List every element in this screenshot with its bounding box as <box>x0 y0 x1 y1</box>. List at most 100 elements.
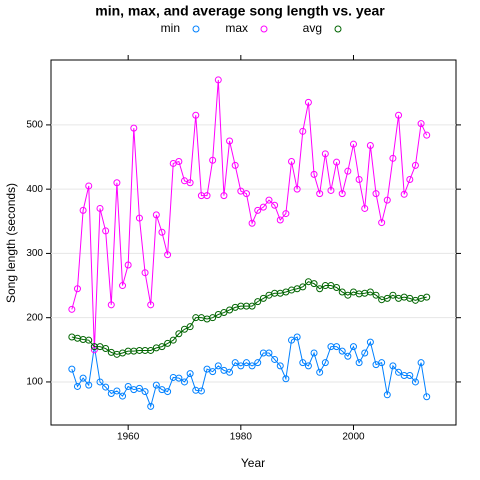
x-tick-label: 1960 <box>117 432 140 443</box>
point <box>423 293 431 301</box>
point <box>102 345 110 353</box>
point <box>220 192 228 200</box>
point <box>197 387 205 395</box>
legend-marker <box>192 25 200 33</box>
point <box>276 362 284 370</box>
point <box>96 378 104 386</box>
point <box>304 362 312 370</box>
point <box>147 402 155 410</box>
point <box>79 374 87 382</box>
point <box>355 359 363 367</box>
y-tick-label: 200 <box>26 312 43 323</box>
plot-frame <box>50 59 457 426</box>
point <box>226 368 234 376</box>
point <box>333 283 341 291</box>
legend-marker <box>334 25 342 33</box>
point <box>395 368 403 376</box>
point <box>366 288 374 296</box>
y-tick-label: 500 <box>26 120 43 131</box>
x-axis-label: Year <box>241 456 265 470</box>
point <box>152 381 160 389</box>
legend-label: min <box>161 21 180 35</box>
point <box>226 137 234 145</box>
point <box>338 347 346 355</box>
point <box>147 346 155 354</box>
point <box>203 365 211 373</box>
point <box>310 280 318 288</box>
point <box>124 261 132 269</box>
point <box>417 120 425 128</box>
point <box>141 388 149 396</box>
point <box>338 190 346 198</box>
point <box>85 381 93 389</box>
point <box>158 228 166 236</box>
point <box>130 124 138 132</box>
legend-label: max <box>225 21 248 35</box>
point <box>361 349 369 357</box>
point <box>259 203 267 211</box>
point <box>389 291 397 299</box>
point <box>152 211 160 219</box>
point <box>254 359 262 367</box>
point <box>378 359 386 367</box>
point <box>107 390 115 398</box>
point <box>333 158 341 166</box>
point <box>254 298 262 306</box>
point <box>203 192 211 200</box>
point <box>288 336 296 344</box>
point <box>299 283 307 291</box>
point <box>395 111 403 119</box>
point <box>68 365 76 373</box>
x-tick-label: 1980 <box>230 432 253 443</box>
point <box>333 343 341 351</box>
point <box>411 161 419 169</box>
point <box>282 210 290 218</box>
point <box>276 216 284 224</box>
point <box>372 190 380 198</box>
point <box>68 305 76 313</box>
point <box>411 378 419 386</box>
point <box>85 336 93 344</box>
point <box>389 362 397 370</box>
point <box>141 269 149 277</box>
point <box>214 76 222 84</box>
point <box>349 343 357 351</box>
point <box>102 383 110 391</box>
point <box>383 391 391 399</box>
point <box>186 370 194 378</box>
y-tick-label: 300 <box>26 248 43 259</box>
point <box>383 196 391 204</box>
point <box>423 131 431 139</box>
point <box>164 251 172 259</box>
point <box>355 176 363 184</box>
point <box>383 294 391 302</box>
point <box>288 158 296 166</box>
point <box>265 196 273 204</box>
point <box>417 359 425 367</box>
point <box>316 190 324 198</box>
point <box>304 98 312 106</box>
point <box>147 301 155 309</box>
point <box>119 392 127 400</box>
point <box>366 338 374 346</box>
series-line <box>71 79 428 350</box>
point <box>271 355 279 363</box>
point <box>366 141 374 149</box>
point <box>209 314 217 322</box>
point <box>175 158 183 166</box>
point <box>293 185 301 193</box>
legend-label: avg <box>303 21 322 35</box>
point <box>299 127 307 135</box>
point <box>406 372 414 380</box>
point <box>349 140 357 148</box>
point <box>186 323 194 331</box>
point <box>113 179 121 187</box>
point <box>299 359 307 367</box>
point <box>209 368 217 376</box>
point <box>338 288 346 296</box>
y-axis-label: Song length (seconds) <box>4 183 18 303</box>
point <box>214 362 222 370</box>
point <box>423 393 431 401</box>
point <box>135 384 143 392</box>
